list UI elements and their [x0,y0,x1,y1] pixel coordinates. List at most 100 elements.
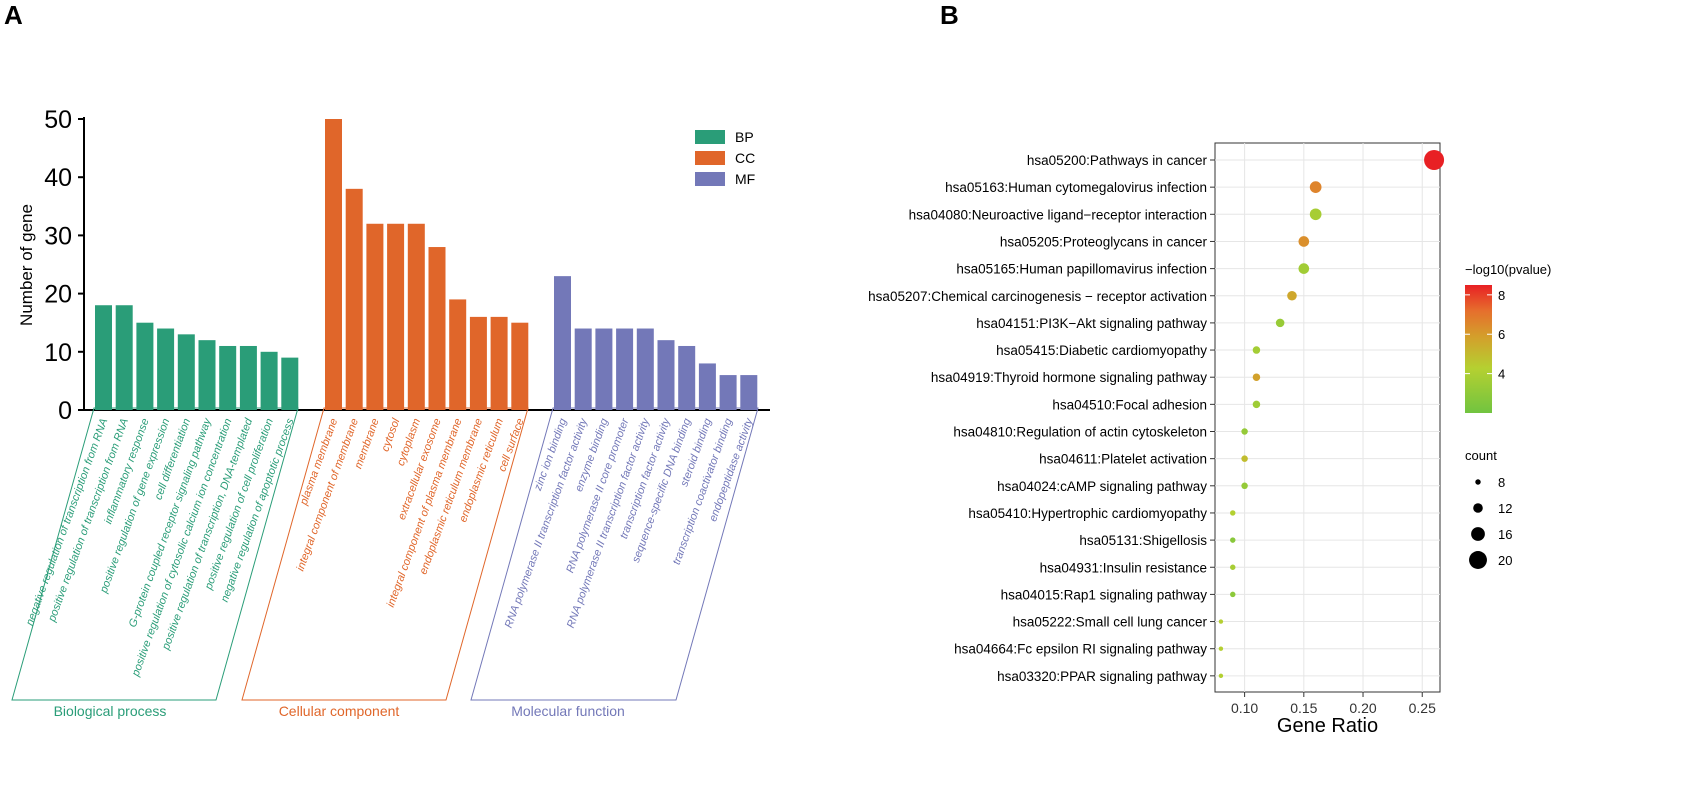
bar-bp-10 [281,357,299,410]
pathway-label: hsa05163:Human cytomegalovirus infection [945,180,1207,195]
pathway-label: hsa04611:Platelet activation [1039,452,1207,467]
size-legend-title: count [1465,448,1497,463]
size-legend-label: 16 [1498,527,1512,542]
pathway-label: hsa04664:Fc epsilon RI signaling pathway [954,642,1207,657]
pathway-dot [1298,236,1310,247]
pathway-dot [1275,318,1285,328]
group-label-cc: Cellular component [279,703,400,719]
pathway-label: hsa04080:Neuroactive ligand−receptor int… [909,207,1207,222]
bar-bp-7 [219,345,237,410]
size-legend-dot [1471,527,1485,541]
bar-mf-5 [636,328,654,410]
pathway-dot [1230,564,1236,570]
pathway-dot [1241,428,1248,435]
color-legend-label: 4 [1498,367,1505,382]
pathway-label: hsa05207:Chemical carcinogenesis − recep… [868,289,1207,304]
x-tick-label: 0.10 [1231,700,1258,716]
bar-cc-4 [387,223,405,410]
group-bracket-bp [11,407,299,701]
bar-cc-5 [407,223,425,410]
size-legend-dot [1473,503,1483,513]
bar-mf-10 [740,375,758,410]
plot-panel [1214,142,1441,693]
legend-label-bp: BP [735,129,754,145]
bar-mf-3 [595,328,613,410]
x-tick-label: 0.20 [1349,700,1376,716]
bar-bp-6 [198,340,216,410]
x-category-label: cytosol [379,416,402,453]
pathway-dot [1230,537,1236,543]
pathway-dot [1298,263,1310,274]
pathway-label: hsa04810:Regulation of actin cytoskeleto… [953,425,1207,440]
group-label-mf: Molecular function [511,703,625,719]
pathway-dot [1287,290,1297,301]
bar-mf-8 [698,363,716,410]
legend-label-cc: CC [735,150,755,166]
size-legend-label: 20 [1498,553,1512,568]
panel-a-letter: A [4,0,23,30]
x-axis-title: Gene Ratio [1277,715,1378,737]
y-tick-label: 0 [58,397,72,425]
bar-mf-6 [657,340,675,410]
color-legend-label: 8 [1498,288,1505,303]
bar-mf-2 [574,328,592,410]
bar-cc-8 [469,316,487,410]
bar-cc-1 [325,119,342,410]
bar-mf-7 [678,345,696,410]
pathway-label: hsa05415:Diabetic cardiomyopathy [996,343,1207,358]
pathway-dot [1252,373,1261,381]
pathway-label: hsa05200:Pathways in cancer [1027,153,1208,168]
pathway-label: hsa05410:Hypertrophic cardiomyopathy [968,506,1207,521]
pathway-dot [1218,673,1224,679]
bar-bp-5 [177,334,195,410]
bar-mf-4 [616,328,634,410]
color-legend-bar [1465,285,1492,413]
legend-swatch-mf [695,172,725,186]
size-legend-dot [1469,551,1487,569]
pathway-label: hsa04510:Focal adhesion [1052,397,1207,412]
group-label-bp: Biological process [54,703,167,719]
pathway-dot [1241,482,1248,490]
panel-b-letter: B [940,0,959,30]
pathway-label: hsa04919:Thyroid hormone signaling pathw… [931,370,1207,385]
bar-mf-1 [554,276,571,410]
pathway-label: hsa05131:Shigellosis [1079,533,1207,548]
pathway-dot [1230,510,1236,516]
bar-cc-6 [428,247,446,410]
bar-cc-9 [490,316,508,410]
y-tick-label: 30 [44,222,72,250]
pathway-dot [1218,646,1224,651]
pathway-label: hsa04151:PI3K−Akt signaling pathway [976,316,1207,331]
bar-bp-4 [157,328,175,410]
size-legend-label: 12 [1498,501,1512,516]
bar-bp-8 [239,345,257,410]
legend-swatch-cc [695,151,725,165]
bar-mf-9 [719,375,737,410]
y-tick-label: 20 [44,281,72,309]
bar-cc-2 [345,188,363,410]
bar-bp-1 [95,305,112,410]
pathway-dot [1252,400,1261,409]
kegg-dot-plot: 0.10 0.15 0.20 0.25 hsa05200:Pathways in can… [868,142,1551,737]
pathway-label: hsa04015:Rap1 signaling pathway [1001,587,1208,602]
y-tick-label: 50 [44,106,72,134]
pathway-dot [1218,619,1224,624]
legend-label-mf: MF [735,171,755,187]
pathway-label: hsa03320:PPAR signaling pathway [997,669,1207,684]
pathway-dot [1309,208,1322,221]
pathway-dot [1241,455,1248,462]
bar-bp-9 [260,351,278,410]
size-legend-dot [1475,479,1481,485]
bar-bp-2 [115,305,133,410]
bar-cc-10 [511,322,529,410]
y-tick-label: 10 [44,339,72,367]
legend-swatch-bp [695,130,725,144]
pathway-label: hsa05165:Human papillomavirus infection [956,262,1207,277]
bar-bp-3 [136,322,154,410]
pathway-dot [1252,346,1261,354]
pathway-label: hsa05222:Small cell lung cancer [1013,615,1208,630]
pathway-dot [1424,150,1445,170]
pathway-label: hsa05205:Proteoglycans in cancer [1000,234,1208,249]
